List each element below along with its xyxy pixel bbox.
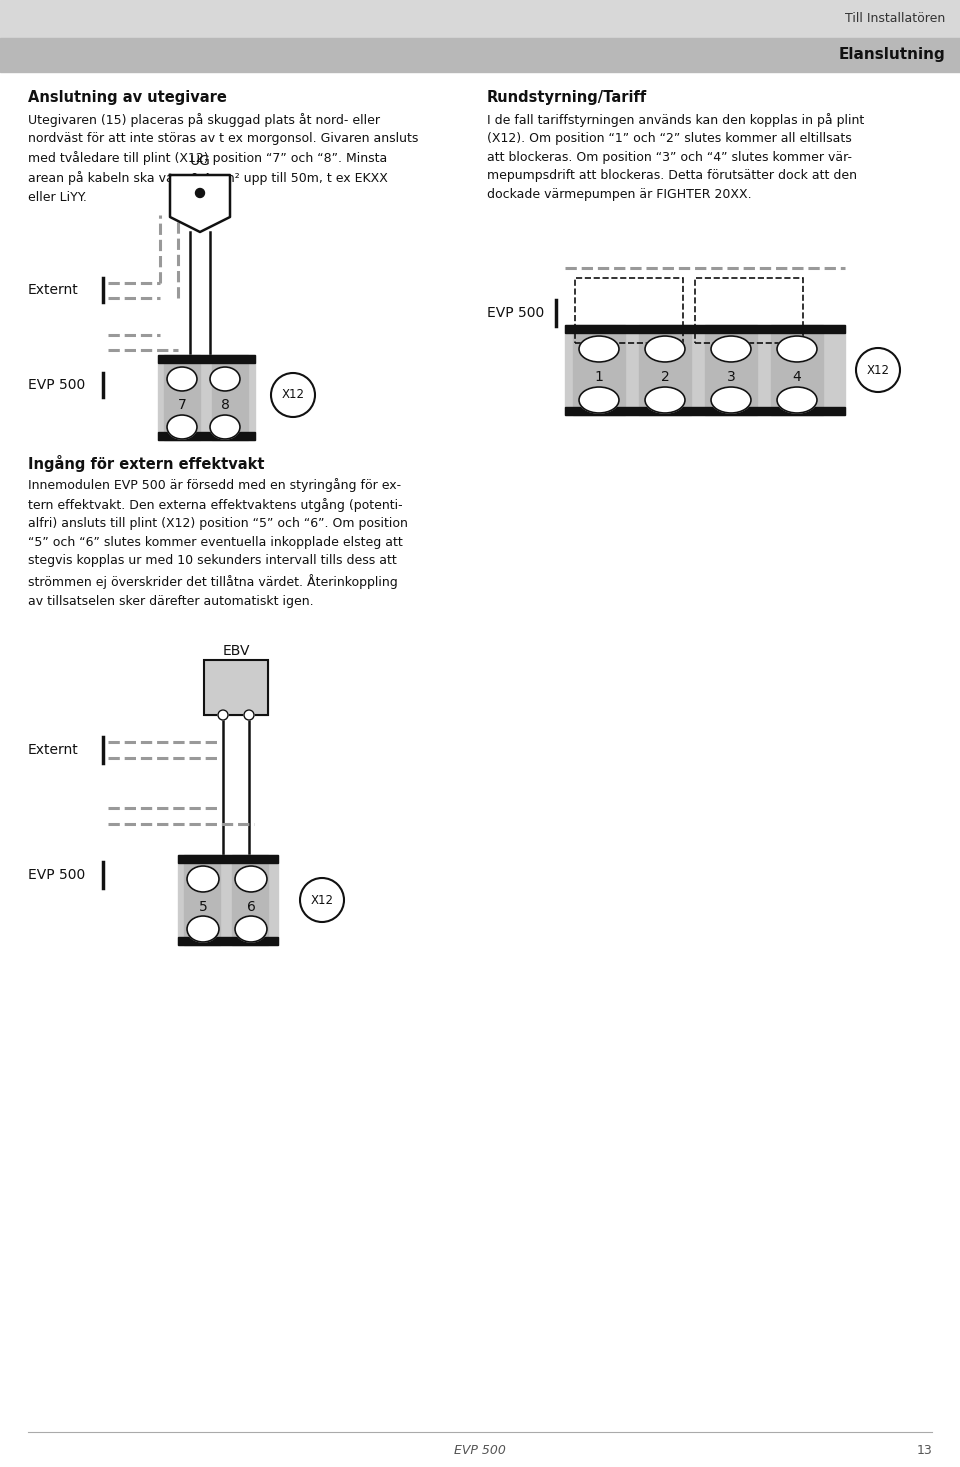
Text: EVP 500: EVP 500 [28, 378, 85, 392]
Ellipse shape [777, 336, 817, 362]
Bar [158, 431, 255, 440]
Bar [178, 855, 278, 945]
Circle shape [218, 710, 228, 720]
Bar [573, 326, 625, 415]
Bar [639, 326, 691, 415]
Bar [184, 855, 220, 945]
Text: X12: X12 [281, 389, 304, 402]
Bar [204, 660, 268, 714]
Bar [705, 326, 757, 415]
Text: Utegivaren (15) placeras på skuggad plats åt nord- eller
nordväst för att inte s: Utegivaren (15) placeras på skuggad plat… [28, 113, 419, 204]
Ellipse shape [210, 415, 240, 439]
Ellipse shape [235, 915, 267, 942]
Bar [771, 326, 823, 415]
Bar [164, 355, 200, 440]
Text: Ingång för extern effektvakt: Ingång för extern effektvakt [28, 455, 265, 472]
Text: Innemodulen EVP 500 är försedd med en styringång för ex-
tern effektvakt. Den ex: Innemodulen EVP 500 är försedd med en st… [28, 478, 408, 607]
Ellipse shape [187, 915, 219, 942]
Text: 3: 3 [727, 370, 735, 384]
Ellipse shape [711, 387, 751, 414]
Bar [565, 326, 845, 333]
Circle shape [300, 879, 344, 921]
Text: 7: 7 [178, 398, 186, 412]
Bar [0, 38, 960, 72]
Ellipse shape [210, 367, 240, 392]
Ellipse shape [579, 336, 619, 362]
Bar [212, 355, 248, 440]
Bar [565, 406, 845, 415]
Text: EVP 500: EVP 500 [454, 1444, 506, 1457]
Text: Externt: Externt [28, 283, 79, 296]
Bar [0, 0, 960, 38]
Ellipse shape [167, 415, 197, 439]
Ellipse shape [645, 387, 685, 414]
Text: Rundstyrning/Tariff: Rundstyrning/Tariff [487, 89, 647, 106]
Text: X12: X12 [310, 893, 333, 907]
Circle shape [244, 710, 254, 720]
Text: Anslutning av utegivare: Anslutning av utegivare [28, 89, 227, 106]
Text: EBV: EBV [223, 644, 250, 659]
Ellipse shape [711, 336, 751, 362]
Text: Elanslutning: Elanslutning [838, 47, 945, 63]
Circle shape [196, 188, 204, 198]
Bar [178, 937, 278, 945]
Bar [158, 355, 255, 440]
Text: 6: 6 [247, 899, 255, 914]
Text: Externt: Externt [28, 742, 79, 757]
Text: EVP 500: EVP 500 [487, 307, 544, 320]
Text: 2: 2 [660, 370, 669, 384]
Ellipse shape [167, 367, 197, 392]
Bar [232, 855, 268, 945]
Text: Till Installatören: Till Installatören [845, 13, 945, 25]
Ellipse shape [187, 866, 219, 892]
Circle shape [856, 348, 900, 392]
Ellipse shape [235, 866, 267, 892]
Text: 1: 1 [594, 370, 604, 384]
Bar [575, 279, 683, 343]
Text: UG: UG [189, 154, 210, 169]
Bar [204, 660, 268, 714]
Circle shape [271, 373, 315, 417]
Text: 8: 8 [221, 398, 229, 412]
Text: I de fall tariffstyrningen används kan den kopplas in på plint
(X12). Om positio: I de fall tariffstyrningen används kan d… [487, 113, 864, 201]
Text: 4: 4 [793, 370, 802, 384]
Bar [695, 279, 803, 343]
Ellipse shape [645, 336, 685, 362]
Text: 13: 13 [916, 1444, 932, 1457]
Text: X12: X12 [867, 364, 890, 377]
Ellipse shape [579, 387, 619, 414]
Bar [158, 355, 255, 362]
Polygon shape [170, 175, 230, 232]
Bar [178, 855, 278, 863]
Text: 5: 5 [199, 899, 207, 914]
Bar [565, 326, 845, 415]
Ellipse shape [777, 387, 817, 414]
Text: EVP 500: EVP 500 [28, 868, 85, 882]
